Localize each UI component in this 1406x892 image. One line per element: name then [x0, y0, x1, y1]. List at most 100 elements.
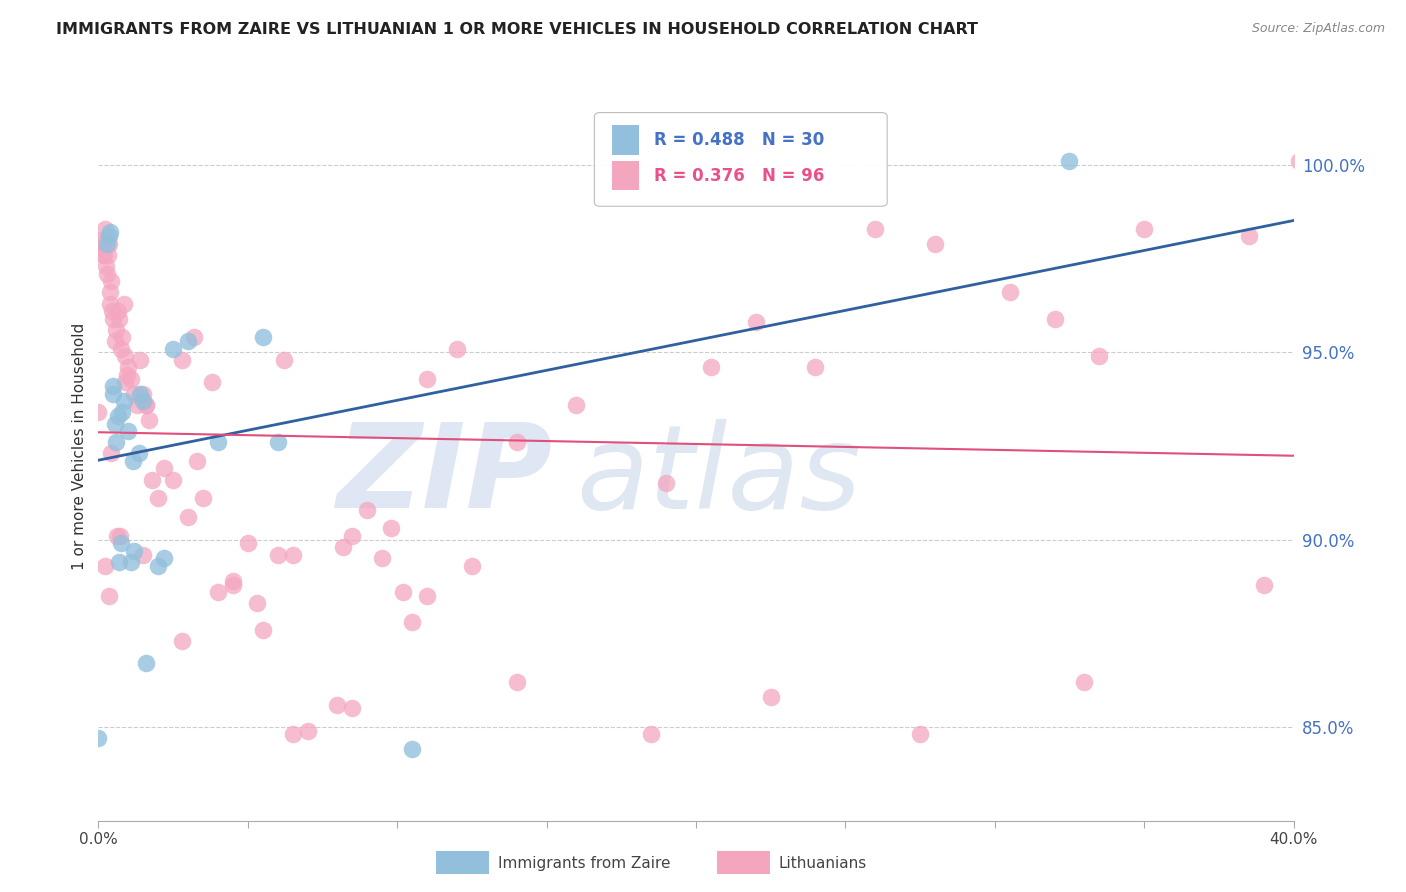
Point: [252, 330, 274, 344]
FancyBboxPatch shape: [595, 112, 887, 206]
Point: [924, 236, 946, 251]
Point: [267, 435, 290, 450]
Point: [273, 352, 295, 367]
Text: R = 0.376   N = 96: R = 0.376 N = 96: [654, 167, 824, 185]
Point: [207, 585, 229, 599]
Point: [162, 342, 184, 356]
Point: [1237, 229, 1260, 244]
Point: [655, 476, 678, 491]
Point: [1288, 154, 1310, 169]
Point: [94, 259, 117, 273]
Point: [132, 386, 155, 401]
Point: [267, 548, 290, 562]
Text: atlas: atlas: [576, 419, 862, 533]
Point: [416, 371, 439, 385]
Point: [91, 248, 114, 262]
Point: [132, 548, 155, 562]
Point: [105, 435, 128, 450]
Point: [107, 304, 129, 318]
Point: [132, 394, 155, 409]
Point: [998, 285, 1021, 300]
Point: [246, 596, 269, 610]
Point: [111, 405, 134, 419]
Point: [371, 551, 394, 566]
Point: [110, 342, 132, 356]
Point: [121, 454, 143, 468]
Point: [222, 577, 245, 591]
Point: [640, 727, 662, 741]
Point: [332, 540, 354, 554]
Text: IMMIGRANTS FROM ZAIRE VS LITHUANIAN 1 OR MORE VEHICLES IN HOUSEHOLD CORRELATION : IMMIGRANTS FROM ZAIRE VS LITHUANIAN 1 OR…: [56, 22, 979, 37]
Point: [93, 248, 115, 262]
Point: [565, 398, 588, 412]
Point: [342, 701, 364, 715]
Point: [392, 585, 415, 599]
Point: [153, 551, 176, 566]
Point: [162, 473, 184, 487]
Point: [103, 386, 125, 401]
Point: [108, 311, 131, 326]
Text: R = 0.488   N = 30: R = 0.488 N = 30: [654, 131, 824, 149]
Point: [96, 236, 118, 251]
Text: ZIP: ZIP: [336, 418, 553, 533]
Point: [111, 330, 134, 344]
Point: [326, 698, 349, 712]
Point: [94, 221, 117, 235]
Point: [100, 446, 122, 460]
Point: [135, 657, 157, 671]
Point: [129, 352, 152, 367]
Point: [153, 461, 176, 475]
Point: [114, 349, 136, 363]
Point: [97, 236, 120, 251]
Point: [135, 398, 157, 412]
Point: [110, 536, 132, 550]
Point: [91, 236, 114, 251]
Point: [172, 633, 194, 648]
FancyBboxPatch shape: [613, 161, 638, 191]
Point: [128, 446, 150, 460]
Text: Source: ZipAtlas.com: Source: ZipAtlas.com: [1251, 22, 1385, 36]
Point: [191, 491, 214, 506]
Point: [103, 311, 125, 326]
Point: [416, 589, 439, 603]
Point: [745, 315, 768, 329]
Point: [177, 510, 200, 524]
Point: [97, 248, 120, 262]
Point: [1133, 221, 1156, 235]
Point: [129, 386, 152, 401]
Y-axis label: 1 or more Vehicles in Household: 1 or more Vehicles in Household: [72, 322, 87, 570]
Point: [1059, 154, 1081, 169]
Point: [342, 529, 364, 543]
Point: [98, 285, 121, 300]
Point: [401, 615, 423, 629]
Point: [908, 727, 931, 741]
Point: [506, 435, 529, 450]
Point: [127, 398, 149, 412]
Point: [700, 360, 723, 375]
Point: [87, 405, 110, 419]
Point: [138, 413, 160, 427]
Point: [281, 727, 304, 741]
Point: [105, 529, 128, 543]
Point: [87, 731, 110, 746]
Point: [506, 675, 529, 690]
Text: Immigrants from Zaire: Immigrants from Zaire: [498, 856, 671, 871]
Point: [177, 334, 200, 348]
Point: [96, 267, 118, 281]
Point: [115, 368, 138, 382]
Point: [201, 376, 224, 390]
Point: [108, 529, 131, 543]
Point: [94, 558, 117, 573]
Point: [117, 360, 139, 375]
Point: [100, 274, 122, 288]
Point: [281, 548, 304, 562]
Point: [120, 371, 142, 385]
Point: [89, 240, 111, 254]
Point: [104, 417, 127, 431]
Text: Lithuanians: Lithuanians: [779, 856, 868, 871]
Point: [186, 454, 208, 468]
Point: [1088, 349, 1111, 363]
Point: [135, 398, 157, 412]
Point: [112, 394, 135, 409]
Point: [120, 555, 142, 569]
